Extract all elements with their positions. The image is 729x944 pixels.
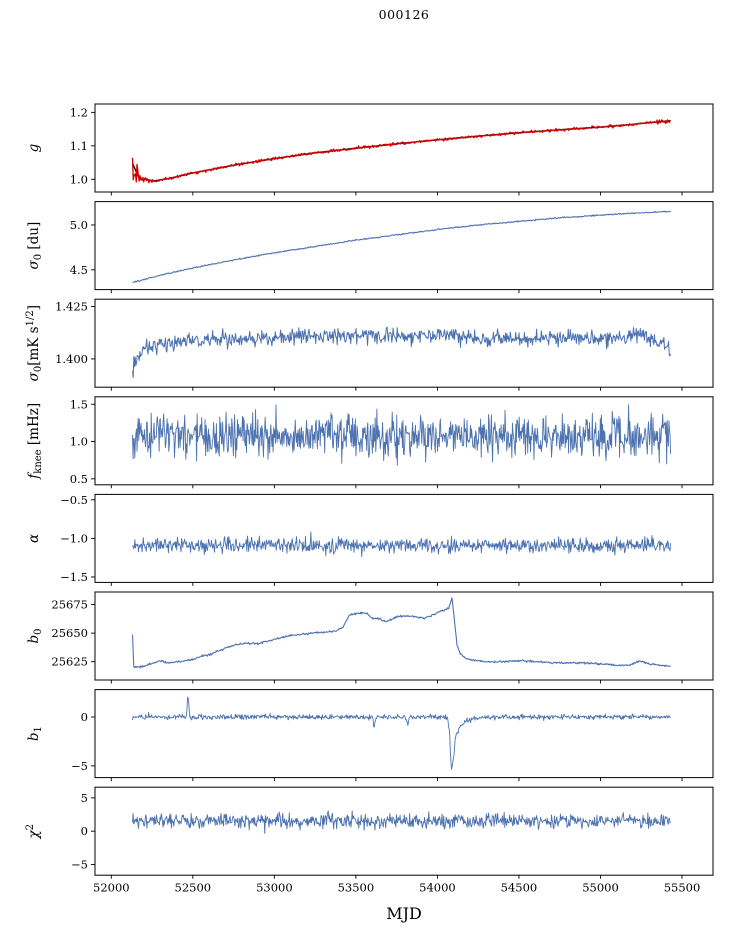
y-tick-label: −0.5	[60, 493, 88, 507]
x-tick-label: 54500	[501, 881, 538, 895]
y-tick-label: 5	[81, 791, 88, 805]
x-tick-label: 52000	[93, 881, 130, 895]
series-fknee	[132, 404, 672, 466]
y-label-b0: b0	[26, 628, 44, 643]
y-tick-label: 1.0	[70, 435, 88, 449]
y-tick-label: 1.1	[70, 139, 88, 153]
y-label-sigma0-du: σ0 [du]	[26, 222, 44, 270]
y-tick-label: 4.5	[70, 263, 88, 277]
y-tick-label: −1.0	[60, 531, 88, 545]
y-tick-label: 25675	[51, 598, 88, 612]
series-chi2	[132, 810, 671, 834]
series-group	[132, 810, 671, 834]
y-tick-label: 25625	[51, 655, 88, 669]
axes-frame	[94, 396, 714, 486]
y-label-b1: b1	[26, 726, 44, 741]
subplot-alpha: −1.5 −1.0 −0.5 α	[26, 493, 714, 586]
y-label-g: g	[26, 143, 42, 152]
series-group	[132, 404, 672, 466]
series-group	[132, 696, 671, 770]
series-gain-data	[131, 119, 672, 184]
x-tick-label: 53500	[338, 881, 375, 895]
series-b0	[131, 597, 671, 669]
x-tick-label: 54000	[419, 881, 456, 895]
y-tick-label: −5	[71, 759, 88, 773]
subplot-b0: 25625 25650 25675 b0	[26, 591, 714, 684]
subplot-sigma0-du: 4.5 5.0 σ0 [du]	[26, 201, 714, 294]
y-tick-label: 5.0	[70, 218, 88, 232]
series-gain-model	[131, 119, 671, 182]
series-sigma0-mks	[132, 326, 672, 379]
y-label-alpha: α	[26, 534, 42, 543]
subplot-sigma0-mks: 1.400 1.425 σ0[mK s1/2]	[25, 298, 714, 391]
subplot-b1: −5 0 b1	[26, 689, 714, 782]
axes-frame	[94, 103, 714, 193]
axes-frame	[94, 201, 714, 291]
axes-frame	[94, 591, 714, 681]
x-tick-label: 55000	[582, 881, 619, 895]
y-tick-label: −1.5	[60, 570, 88, 584]
y-tick-label: 25650	[51, 626, 88, 640]
y-tick-label: 1.0	[70, 172, 88, 186]
series-group	[131, 119, 672, 184]
y-tick-label: 1.425	[55, 300, 88, 314]
series-group	[132, 326, 672, 379]
subplot-fknee: 0.5 1.0 1.5 fknee [mHz]	[26, 396, 714, 489]
y-label-chi2: χ2	[25, 824, 42, 840]
series-group	[131, 597, 671, 669]
y-tick-label: 1.5	[70, 397, 88, 411]
series-alpha	[132, 531, 672, 558]
y-tick-label: 1.2	[70, 105, 88, 119]
y-tick-label: 1.400	[55, 352, 88, 366]
series-sigma0-du	[132, 210, 671, 283]
x-axis-label: MJD	[386, 904, 422, 923]
series-b1	[132, 696, 671, 770]
series-group	[132, 210, 671, 283]
axes-frame	[94, 689, 714, 779]
y-tick-label: 0	[81, 710, 88, 724]
subplot-g: 1.0 1.1 1.2 g	[26, 103, 714, 196]
y-tick-label: 0.5	[70, 472, 88, 486]
chart-title: 000126	[378, 7, 430, 22]
series-group	[132, 531, 672, 558]
x-tick-label: 55500	[664, 881, 701, 895]
y-tick-label: 0	[81, 824, 88, 838]
axes-frame	[94, 786, 714, 876]
y-label-fknee: fknee [mHz]	[26, 403, 44, 480]
x-tick-label: 52500	[175, 881, 212, 895]
x-tick-label: 53000	[256, 881, 293, 895]
y-label-sigma0-mks: σ0[mK s1/2]	[25, 305, 44, 381]
y-tick-label: −5	[71, 858, 88, 872]
subplot-chi2: −5 0 5 52000 52500 53000 53500 54000 54500 55000 5…	[25, 786, 714, 895]
axes-frame	[94, 493, 714, 583]
axes-frame	[94, 298, 714, 388]
